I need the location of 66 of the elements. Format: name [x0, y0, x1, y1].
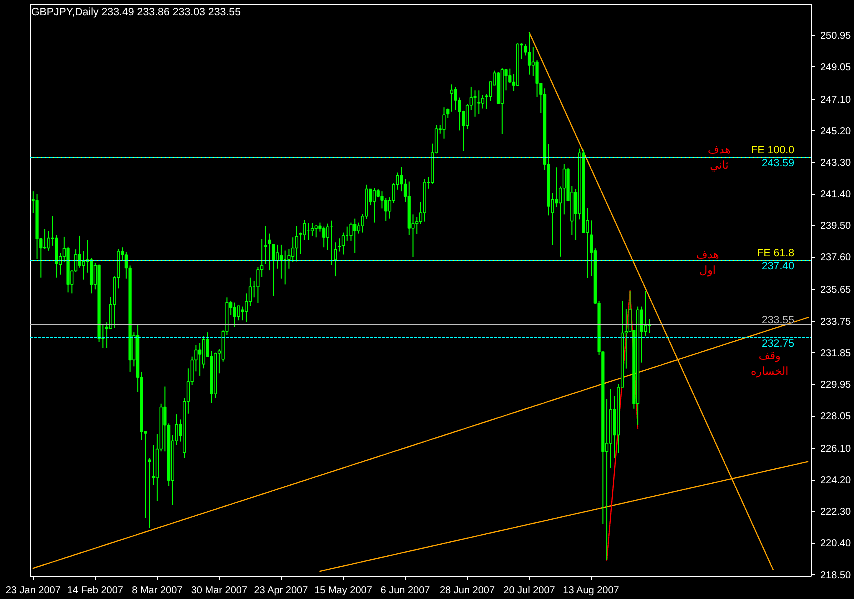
annotation: هدف اول — [696, 248, 720, 277]
candlestick — [310, 222, 314, 236]
y-tick-label: 239.50 — [820, 221, 852, 232]
candlestick — [322, 226, 326, 248]
x-tick-label: 13 Aug 2007 — [563, 586, 620, 596]
x-tick-label: 8 Mar 2007 — [132, 586, 184, 596]
x-tick-label: 23 Apr 2007 — [254, 586, 309, 596]
candlestick — [442, 107, 446, 140]
x-tick-label: 30 Mar 2007 — [191, 586, 248, 596]
candlestick — [474, 90, 477, 118]
candlestick — [237, 305, 240, 322]
y-tick-label: 243.30 — [820, 158, 852, 169]
ref-line-label: 233.55 — [762, 314, 795, 327]
x-tick-label: 28 Jun 2007 — [440, 586, 496, 596]
candlestick — [268, 233, 272, 272]
y-tick-label: 228.05 — [820, 412, 852, 423]
y-tick-label: 231.85 — [820, 348, 852, 360]
y-tick-label: 250.95 — [820, 30, 852, 42]
x-tick-label: 23 Jan 2007 — [6, 586, 62, 596]
ref-line-label: FE 100.0 — [751, 144, 795, 157]
y-tick-label: 229.95 — [820, 380, 852, 391]
candlestick — [644, 290, 648, 338]
y-tick-label: 235.65 — [820, 285, 852, 296]
candlestick — [481, 94, 485, 110]
candlestick — [295, 226, 299, 262]
y-tick-label: 247.10 — [820, 94, 852, 106]
candlestick — [478, 90, 481, 115]
candlestick — [342, 232, 346, 256]
y-tick-label: 233.75 — [820, 316, 852, 328]
candlestick — [264, 226, 268, 265]
x-tick-label: 6 Jun 2007 — [380, 586, 431, 596]
candlestick — [454, 86, 458, 111]
y-tick-label: 220.40 — [820, 538, 852, 550]
annotation: هدف ثاني — [708, 143, 732, 172]
ref-line-label: 243.59 — [762, 158, 795, 170]
candlestick — [354, 218, 357, 254]
candlestick — [292, 237, 295, 263]
candlestick — [43, 228, 47, 250]
candlestick — [233, 302, 237, 328]
candlestick — [152, 444, 156, 486]
candlestick — [198, 342, 202, 376]
ref-line-label: FE 61.8 — [757, 248, 795, 260]
candlestick — [280, 244, 284, 280]
x-tick-label: 14 Feb 2007 — [67, 586, 124, 596]
x-tick-label: 15 May 2007 — [314, 586, 373, 596]
y-tick-label: 241.40 — [820, 190, 852, 201]
candlestick — [47, 230, 50, 252]
candlestick — [450, 84, 454, 112]
x-tick-label: 20 Jul 2007 — [504, 586, 556, 596]
y-tick-label: 224.20 — [820, 476, 852, 487]
candlestick — [372, 188, 376, 224]
y-tick-label: 226.10 — [820, 444, 852, 455]
y-tick-label: 249.05 — [820, 62, 852, 74]
candlestick — [416, 216, 419, 235]
y-tick-label: 222.30 — [820, 507, 852, 518]
y-tick-label: 218.50 — [820, 570, 852, 582]
ref-line-label: 232.75 — [762, 338, 795, 350]
annotation: وقف الخساره — [750, 350, 789, 378]
candlestick — [326, 223, 330, 251]
y-tick-label: 237.60 — [820, 252, 852, 264]
candlestick — [384, 198, 388, 222]
ref-line-label: 237.40 — [762, 260, 795, 273]
chart-title: GBPJPY,Daily 233.49 233.86 233.03 233.55 — [31, 6, 242, 18]
candlestick — [562, 164, 566, 216]
candlestick — [528, 32, 532, 76]
y-tick-label: 245.20 — [820, 126, 852, 138]
